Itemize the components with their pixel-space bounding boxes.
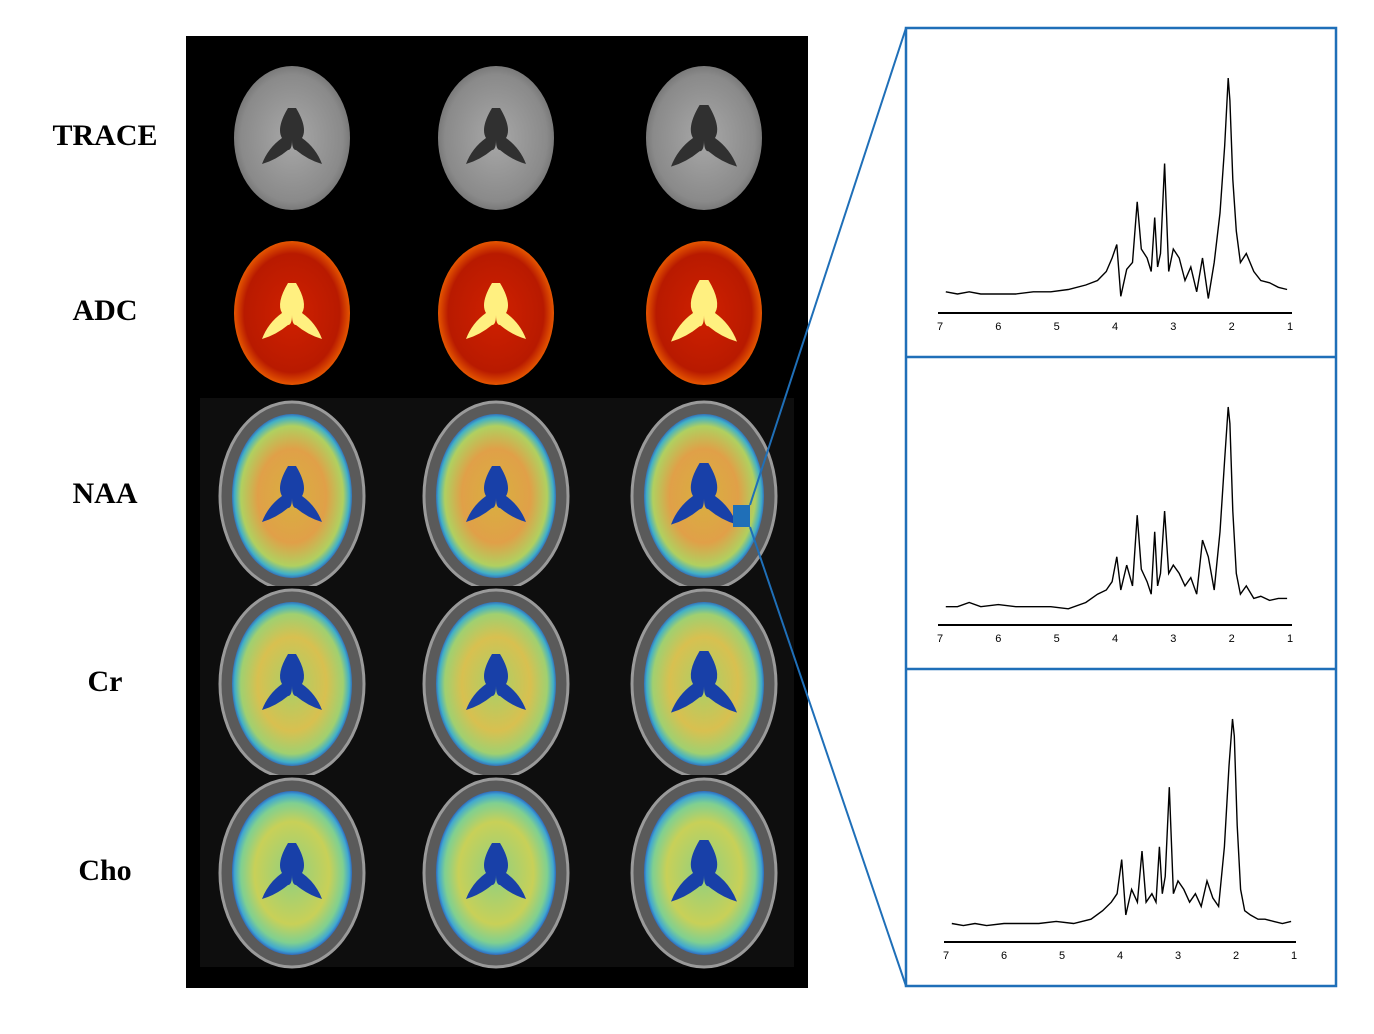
x-tick-label: 2 bbox=[1233, 950, 1239, 962]
x-tick-label: 2 bbox=[1229, 633, 1235, 645]
ventricle bbox=[262, 843, 322, 899]
ventricle bbox=[671, 105, 737, 167]
spectra: 7 6 5 4 3 2 1 7 6 5 4 3 2 1 7 6 5 4 3 2 1 bbox=[937, 77, 1297, 962]
x-tick-label: 3 bbox=[1170, 633, 1176, 645]
x-tick-label: 7 bbox=[937, 633, 943, 645]
ventricle bbox=[671, 280, 737, 342]
ventricle bbox=[671, 651, 737, 713]
ventricle bbox=[466, 466, 526, 522]
x-tick-label: 4 bbox=[1112, 633, 1118, 645]
spectrum-line bbox=[945, 406, 1288, 610]
x-tick-label: 5 bbox=[1054, 321, 1060, 333]
x-tick-label: 5 bbox=[1054, 633, 1060, 645]
row-label: TRACE bbox=[52, 119, 157, 152]
ventricle bbox=[466, 283, 526, 339]
spectrum-line bbox=[945, 77, 1288, 299]
x-tick-label: 4 bbox=[1117, 950, 1123, 962]
voxel-marker bbox=[733, 505, 750, 527]
row-label: ADC bbox=[73, 294, 138, 327]
ventricle bbox=[262, 108, 322, 164]
ventricle bbox=[466, 654, 526, 710]
row-label: NAA bbox=[73, 477, 138, 510]
x-tick-label: 4 bbox=[1112, 321, 1118, 333]
zoom-line bbox=[749, 526, 907, 987]
x-tick-label: 6 bbox=[1001, 950, 1007, 962]
ventricle bbox=[262, 654, 322, 710]
ventricle bbox=[671, 463, 737, 525]
row-labels: TRACE ADC NAA Cr Cho bbox=[52, 119, 157, 887]
zoom-line bbox=[749, 27, 907, 506]
spectrum-line bbox=[951, 718, 1292, 927]
ventricle bbox=[262, 466, 322, 522]
ventricle bbox=[466, 108, 526, 164]
x-tick-label: 6 bbox=[995, 633, 1001, 645]
row-label: Cho bbox=[78, 854, 131, 887]
x-tick-label: 5 bbox=[1059, 950, 1065, 962]
x-tick-label: 3 bbox=[1170, 321, 1176, 333]
x-tick-label: 1 bbox=[1291, 950, 1297, 962]
ventricle bbox=[466, 843, 526, 899]
x-tick-label: 7 bbox=[943, 950, 949, 962]
ventricle bbox=[262, 283, 322, 339]
ventricle bbox=[671, 840, 737, 902]
row-label: Cr bbox=[88, 665, 123, 698]
x-tick-label: 1 bbox=[1287, 321, 1293, 333]
spectra-frame bbox=[904, 26, 1338, 988]
x-tick-label: 7 bbox=[937, 321, 943, 333]
x-tick-label: 2 bbox=[1229, 321, 1235, 333]
brain-grid bbox=[200, 66, 794, 969]
x-tick-label: 1 bbox=[1287, 633, 1293, 645]
x-tick-label: 3 bbox=[1175, 950, 1181, 962]
x-tick-label: 6 bbox=[995, 321, 1001, 333]
